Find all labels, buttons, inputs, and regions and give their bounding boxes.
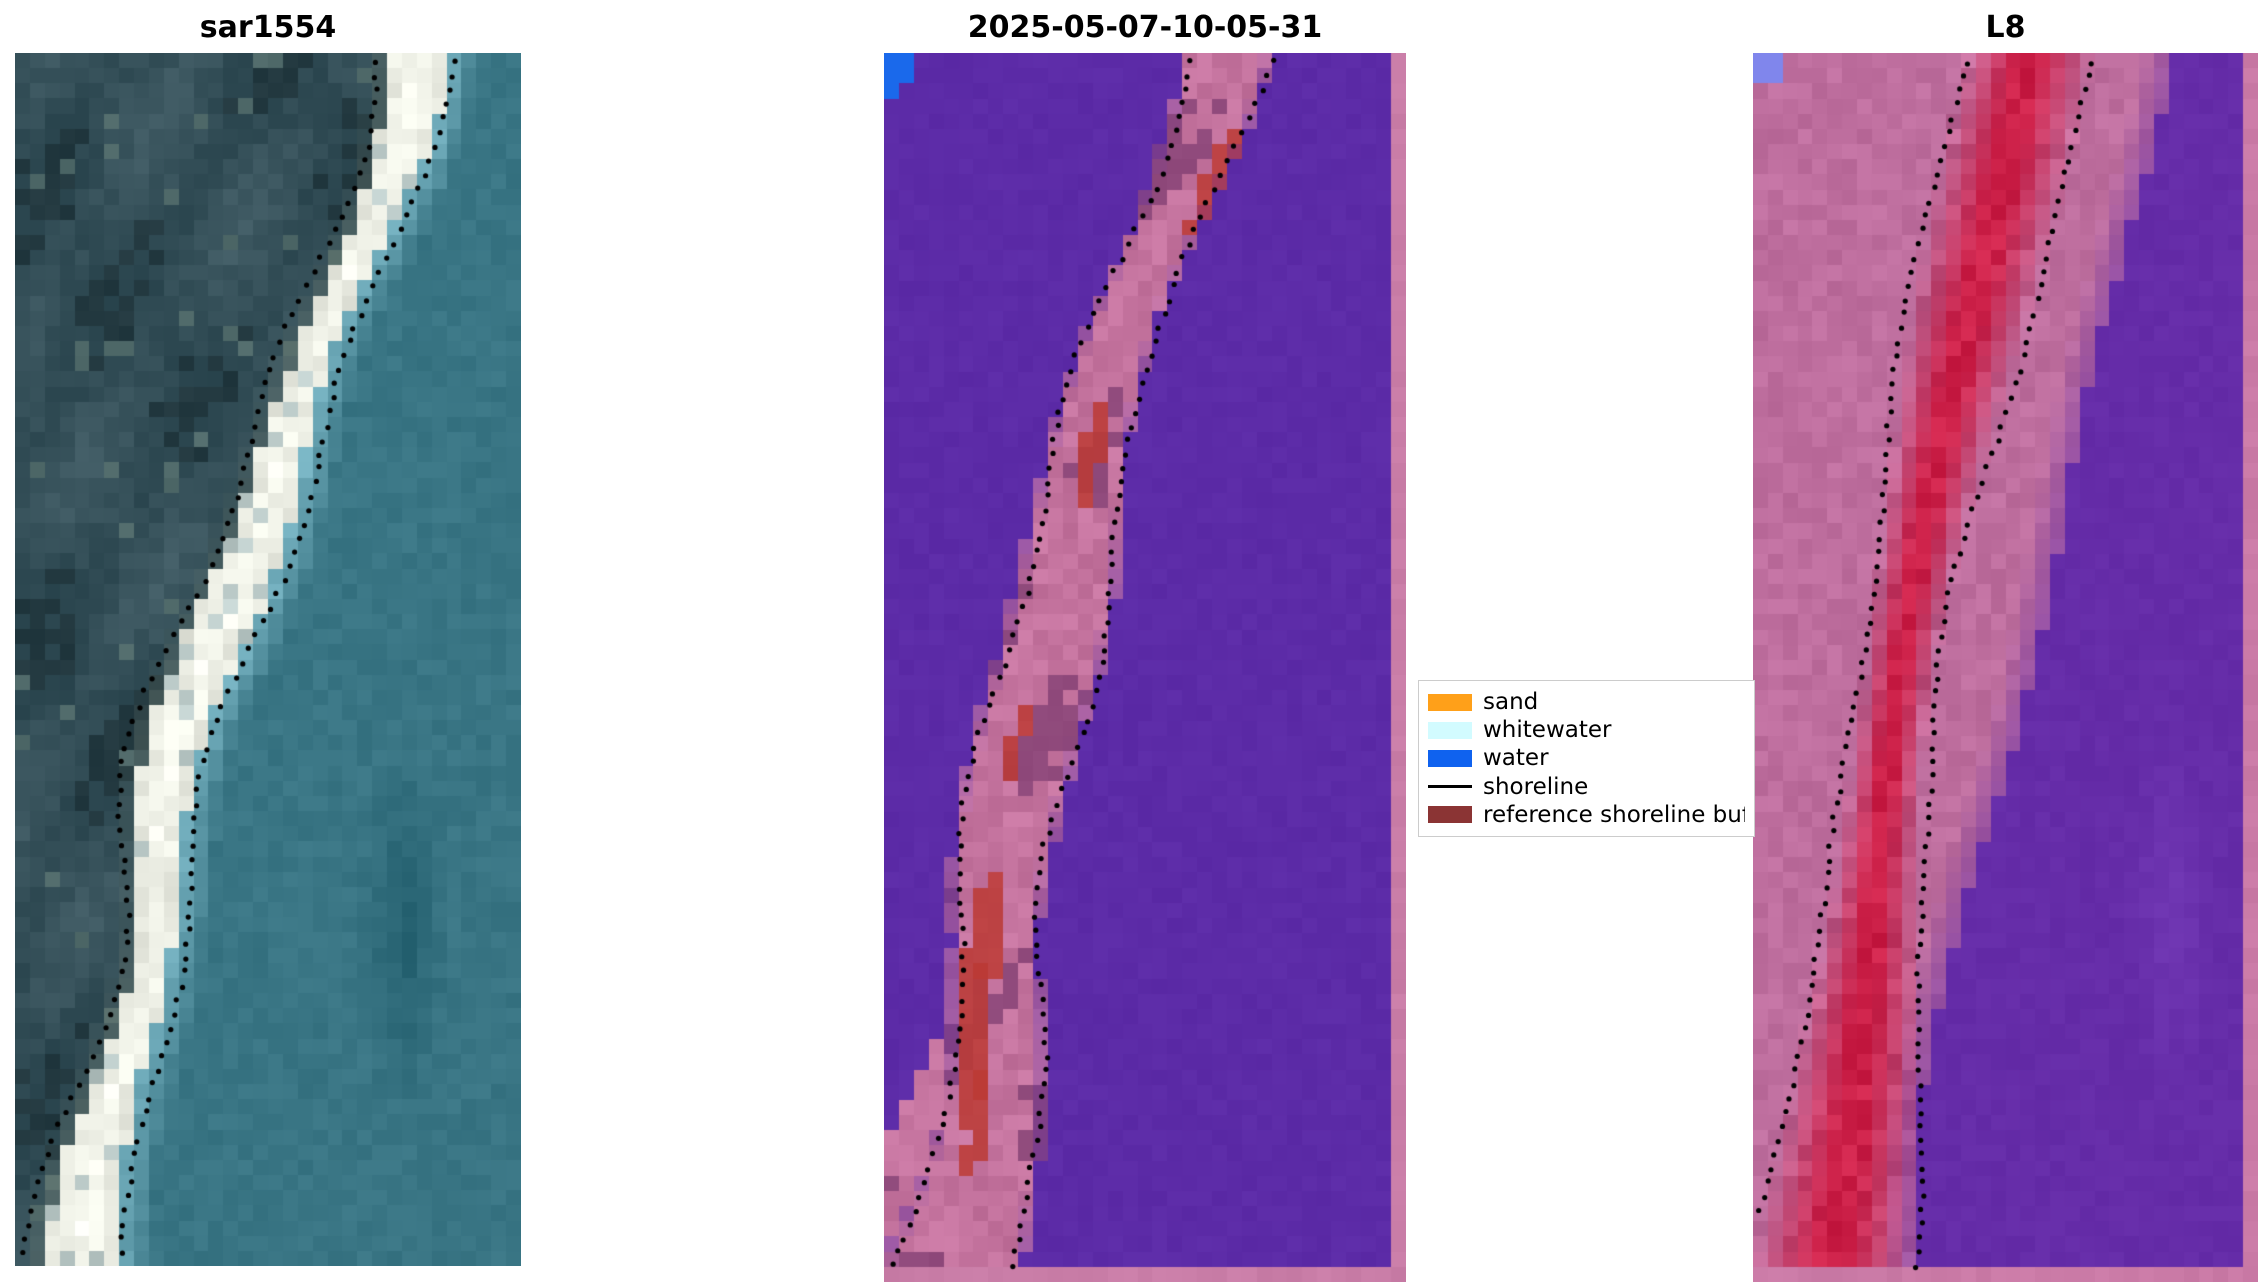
legend-entry-sand: sand (1428, 689, 1745, 715)
classification-image-panel (884, 53, 1406, 1282)
legend-entry-whitewater: whitewater (1428, 717, 1745, 743)
legend-entry-water: water (1428, 745, 1745, 771)
legend-label: whitewater (1483, 717, 1612, 744)
reference-shoreline-buffer-color-swatch (1428, 806, 1472, 824)
shoreline-line-icon (1428, 785, 1472, 789)
legend-entry-reference-shoreline-buffer: reference shoreline buffer (1428, 802, 1745, 828)
water-color-swatch (1428, 749, 1472, 767)
whitewater-color-swatch (1428, 721, 1472, 739)
sar-image-panel (15, 53, 521, 1266)
legend-entry-shoreline: shoreline (1428, 774, 1745, 800)
l8-image-panel (1753, 53, 2258, 1282)
legend-label: shoreline (1483, 773, 1589, 800)
sand-color-swatch (1428, 693, 1472, 711)
legend-label: sand (1483, 689, 1539, 716)
legend-label: reference shoreline buffer (1483, 801, 1745, 828)
legend: sand whitewater water shoreline reference sh… (1418, 680, 1755, 837)
panel-title-l8: L8 (1985, 10, 2026, 45)
panel-title-date: 2025-05-07-10-05-31 (967, 10, 1323, 45)
panel-title-sar: sar1554 (199, 10, 337, 45)
legend-label: water (1483, 745, 1549, 772)
